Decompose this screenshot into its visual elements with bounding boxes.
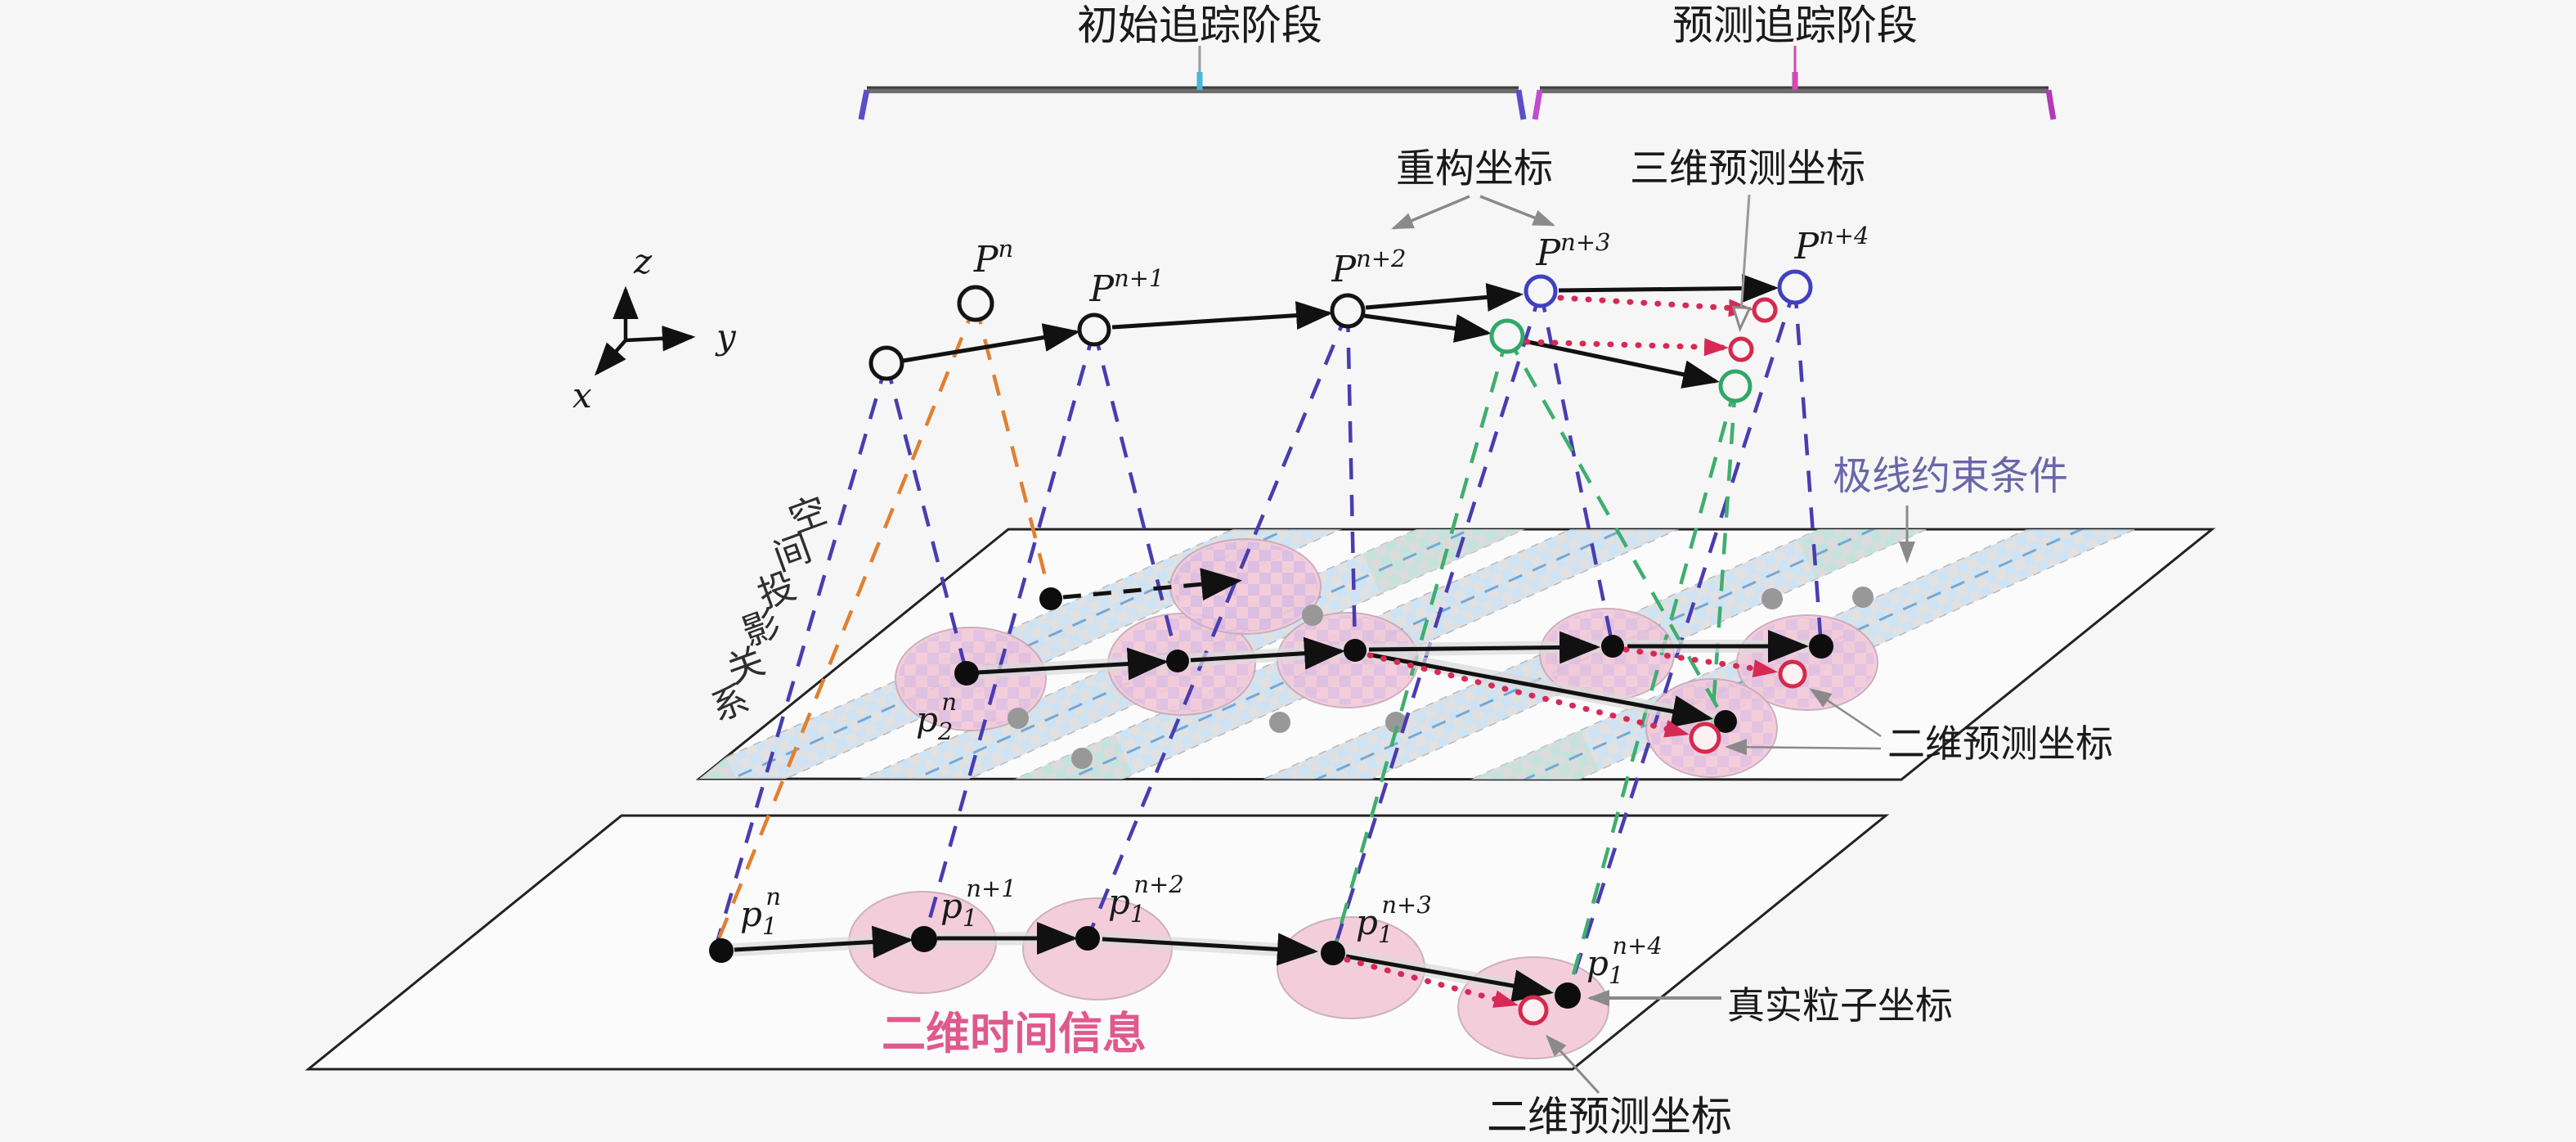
phase-braces	[858, 46, 2057, 120]
ray-green	[1506, 335, 1727, 723]
point-Pn3-circle	[1524, 274, 1558, 308]
svg-text:p1n+2: p1n+2	[1108, 870, 1184, 928]
predicted-3d-coords-label: 三维预测坐标	[1630, 147, 1865, 191]
svg-text:Pn+4: Pn+4	[1793, 222, 1869, 268]
brace-hook	[1515, 89, 1527, 120]
ray-green	[1331, 335, 1510, 954]
ray-indigo	[1793, 286, 1824, 647]
camera1-track-dots	[709, 926, 1581, 1009]
predicted-3d-pointer-line	[1740, 194, 1749, 326]
point-Pn-circle	[957, 285, 994, 322]
real-particle-label: 真实粒子坐标	[1727, 984, 1953, 1027]
camera2-track-dots	[954, 587, 1833, 733]
ray-indigo	[1085, 310, 1350, 939]
svg-text:Pn+1: Pn+1	[1088, 264, 1164, 310]
ray-orange	[714, 303, 978, 946]
green-candidate-circle	[1718, 369, 1752, 403]
x-axis	[595, 339, 627, 376]
prediction-dotted-arrow-cam1	[1344, 956, 1519, 1008]
svg-text:p1n+3: p1n+3	[1356, 891, 1432, 948]
svg-text:p2n: p2n	[916, 688, 957, 745]
svg-text:p1n+1: p1n+1	[940, 874, 1016, 932]
reconstructed-point-circle	[868, 345, 904, 381]
svg-text:p1n: p1n	[740, 883, 781, 940]
coordinate-axes	[595, 286, 696, 376]
svg-text:Pn: Pn	[973, 235, 1013, 281]
point-Pn4-circle	[1777, 269, 1813, 305]
brace-hook	[1532, 89, 1543, 120]
ray-indigo	[714, 362, 889, 946]
brace-hook	[2045, 89, 2057, 120]
predicted-3d-circle	[1752, 297, 1778, 323]
predicted-2d-mid-pointers	[1725, 688, 1882, 756]
svg-text:Pn+3: Pn+3	[1535, 228, 1610, 274]
predicted-2d-circle-cam1	[1518, 995, 1549, 1026]
z-axis-label: z	[633, 241, 653, 281]
prediction-phase-label: 预测追踪阶段	[1672, 2, 1918, 48]
initial-phase-label: 初始追踪阶段	[1077, 2, 1322, 48]
temporal-2d-label: 二维时间信息	[882, 1009, 1147, 1059]
predicted-2d-mid-label: 二维预测坐标	[1887, 722, 2113, 765]
predicted-2d-bottom-label: 二维预测坐标	[1487, 1094, 1732, 1140]
y-axis-label: y	[715, 317, 737, 357]
camera2-trajectory	[954, 568, 1833, 754]
reconstructed-pointer-arrows	[1391, 195, 1555, 230]
ray-orange	[973, 303, 1053, 600]
point-Pn1-circle	[1077, 312, 1111, 347]
predicted-2d-circles-cam2	[1689, 659, 1807, 754]
prediction-dotted-arrows-3d	[1524, 294, 1753, 357]
ray-indigo	[1331, 290, 1543, 954]
x-axis-label: x	[572, 375, 592, 416]
brace-hook	[858, 89, 870, 120]
ray-green	[1709, 385, 1738, 733]
ray-indigo	[1092, 329, 1180, 662]
camera1-trajectory	[709, 922, 1581, 1026]
background-particle-dots	[1008, 587, 1874, 769]
prediction-dotted-arrows-cam2	[1367, 646, 1778, 738]
epipolar-constraint-label: 极线约束条件	[1833, 455, 2068, 498]
point-Pn2-circle	[1330, 293, 1366, 329]
svg-text:Pn+2: Pn+2	[1331, 245, 1406, 290]
predicted-3d-circle	[1728, 336, 1754, 362]
ray-green	[1565, 385, 1738, 996]
reconstructed-coords-label: 重构坐标	[1396, 147, 1553, 191]
ray-indigo	[922, 329, 1097, 940]
labels-cam2-points: p2n	[916, 688, 957, 745]
svg-text:p1n+4: p1n+4	[1586, 932, 1663, 989]
ray-indigo	[1345, 310, 1358, 651]
ray-indigo	[884, 362, 969, 674]
trajectory-3d	[868, 269, 1813, 403]
predicted-2d-bottom-pointer	[1545, 1034, 1600, 1095]
labels-cam1-points: p1n p1n+1 p1n+2 p1n+3 p1n+4	[740, 870, 1663, 989]
y-axis	[625, 326, 696, 352]
labels-3d-points: Pn Pn+1 Pn+2 Pn+3 Pn+4	[973, 222, 1869, 310]
green-candidate-circle	[1489, 318, 1525, 354]
ray-indigo	[1538, 290, 1615, 647]
